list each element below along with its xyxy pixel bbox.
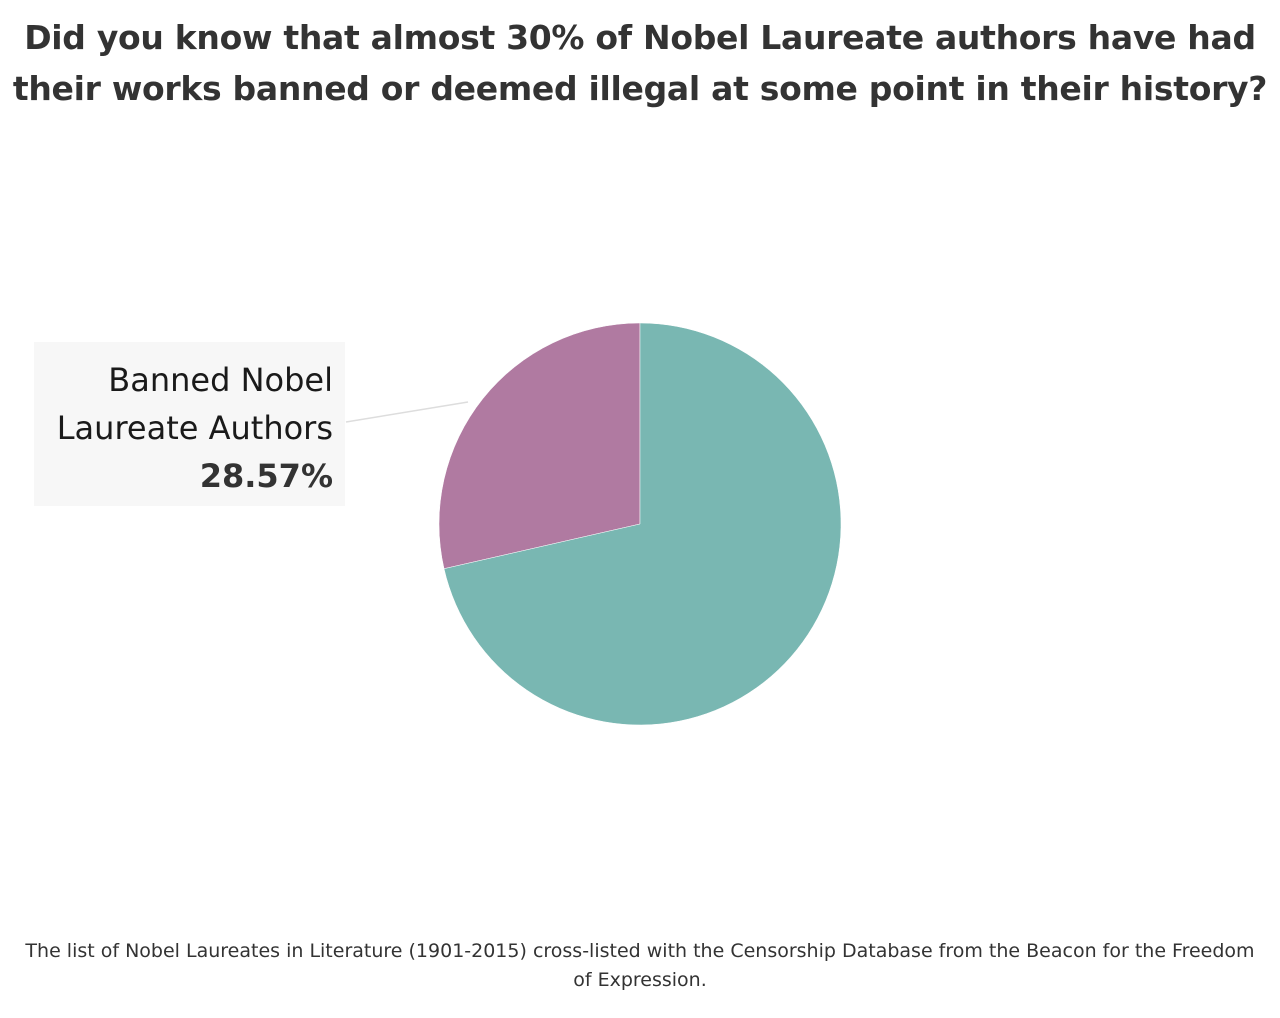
source-footnote-line-2: of Expression. bbox=[573, 969, 707, 991]
source-footnote: The list of Nobel Laureates in Literatur… bbox=[0, 937, 1280, 995]
chart-title-line-1: Did you know that almost 30% of Nobel La… bbox=[24, 18, 1256, 57]
pie-slice-banned bbox=[438, 322, 641, 570]
pie-slice-not-banned bbox=[443, 322, 842, 726]
source-footnote-line-1: The list of Nobel Laureates in Literatur… bbox=[25, 940, 1255, 962]
banned-slice-label-line-1: Banned Nobel bbox=[108, 361, 333, 399]
chart-title: Did you know that almost 30% of Nobel La… bbox=[0, 12, 1280, 114]
banned-slice-label-line-2: Laureate Authors bbox=[56, 409, 333, 447]
banned-slice-leader-line bbox=[345, 401, 469, 423]
banned-slice-label: Banned Nobel Laureate Authors 28.57% bbox=[34, 342, 345, 506]
banned-slice-percent: 28.57% bbox=[199, 457, 333, 495]
chart-title-line-2: their works banned or deemed illegal at … bbox=[12, 69, 1268, 108]
